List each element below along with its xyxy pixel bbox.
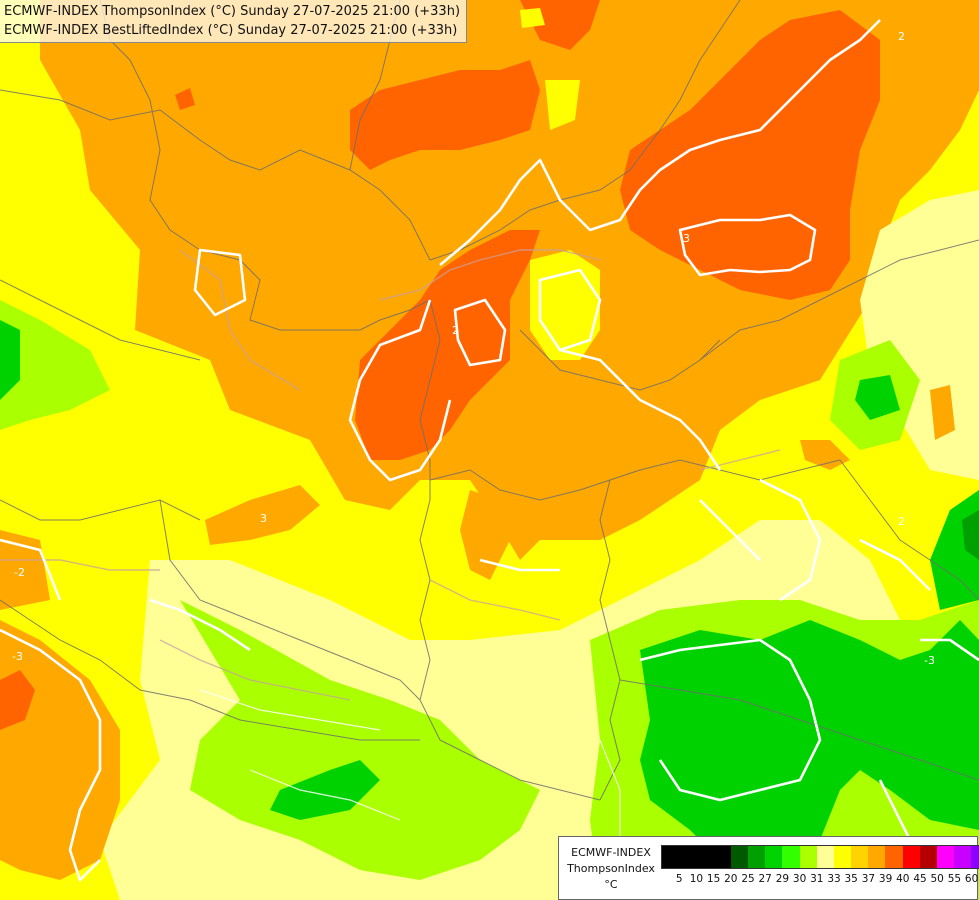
contour-label-group: 2 3 2 -2 -3 -3 3 2 <box>12 30 935 667</box>
legend-swatch <box>919 846 937 868</box>
contour-label: 2 <box>898 30 905 43</box>
contour-lines <box>0 19 979 891</box>
field-green-south-center <box>270 760 380 820</box>
legend-unit: °C <box>604 878 618 891</box>
legend-tick: 50 <box>930 873 944 885</box>
field-green-east-blob <box>855 375 900 420</box>
field-dark-green-east <box>962 510 979 560</box>
contour-label: -3 <box>12 650 23 663</box>
field-orange-south-lobe <box>460 490 510 580</box>
field-red-orange-center <box>355 230 540 460</box>
legend-tick: 31 <box>810 873 824 885</box>
legend-swatch <box>747 846 766 868</box>
field-green-southeast <box>640 620 979 880</box>
map-title: ECMWF-INDEX ThompsonIndex (°C) Sunday 27… <box>0 0 468 43</box>
field-yellow-green-west <box>0 300 110 430</box>
legend-swatch <box>765 846 783 868</box>
field-orange-center-west <box>205 485 320 545</box>
field-red-orange-north <box>350 60 540 170</box>
legend-tick: 45 <box>913 873 927 885</box>
legend-tick: 40 <box>896 873 910 885</box>
legend-tick: 20 <box>724 873 738 885</box>
legend-tick: 37 <box>861 873 876 885</box>
contour-label: -2 <box>14 566 25 579</box>
legend-swatch <box>816 846 834 868</box>
title-line-bestlifted: ECMWF-INDEX BestLiftedIndex (°C) Sunday … <box>4 23 458 38</box>
field-yellow-island-2 <box>545 80 580 130</box>
legend-swatch <box>971 846 979 868</box>
field-orange-east <box>800 440 850 470</box>
legend-swatch <box>851 846 869 868</box>
contour-label: 2 <box>898 515 905 528</box>
legend-swatch <box>713 846 731 868</box>
legend-tick: 55 <box>947 873 962 885</box>
secondary-borders <box>0 249 781 701</box>
field-green-west <box>0 320 20 400</box>
contour-label: 3 <box>260 512 267 525</box>
legend-tick: 35 <box>844 873 858 885</box>
field-red-orange-southwest <box>0 670 35 730</box>
field-orange-east-small <box>930 385 955 440</box>
legend-tick: 5 <box>675 873 683 885</box>
legend-label: ECMWF-INDEX ThompsonIndex °C <box>563 845 659 893</box>
legend-variable: ThompsonIndex <box>567 862 655 875</box>
field-yellow-island-3 <box>520 8 545 28</box>
political-borders <box>0 0 979 801</box>
legend-tick: 25 <box>741 873 755 885</box>
legend-swatch <box>679 846 697 868</box>
title-line-thompson: ECMWF-INDEX ThompsonIndex (°C) Sunday 27… <box>4 4 461 19</box>
legend-swatches <box>661 845 979 869</box>
legend-tick: 29 <box>775 873 790 885</box>
legend-swatch <box>902 846 920 868</box>
legend-swatch <box>954 846 972 868</box>
legend-tick: 60 <box>964 873 979 885</box>
legend-swatch <box>662 846 680 868</box>
legend-tick: 39 <box>878 873 893 885</box>
contour-label: 2 <box>452 324 459 337</box>
legend-swatch <box>885 846 903 868</box>
legend-tick: 15 <box>706 873 721 885</box>
legend-swatch <box>799 846 817 868</box>
legend-tick: 27 <box>758 873 772 885</box>
legend-tick: 33 <box>827 873 841 885</box>
color-legend: ECMWF-INDEX ThompsonIndex °C 5 10 15 20 25 27… <box>558 836 979 900</box>
legend-swatch <box>730 846 748 868</box>
legend-model: ECMWF-INDEX <box>571 846 651 859</box>
contour-label: 3 <box>683 232 690 245</box>
legend-tick: 10 <box>689 873 704 885</box>
legend-tick: 30 <box>792 873 807 885</box>
legend-swatch <box>833 846 852 868</box>
contour-label: -3 <box>924 654 935 667</box>
field-red-orange-small <box>175 88 195 110</box>
legend-swatch <box>937 846 955 868</box>
legend-swatch <box>696 846 714 868</box>
legend-swatch <box>782 846 800 868</box>
legend-swatch <box>868 846 886 868</box>
